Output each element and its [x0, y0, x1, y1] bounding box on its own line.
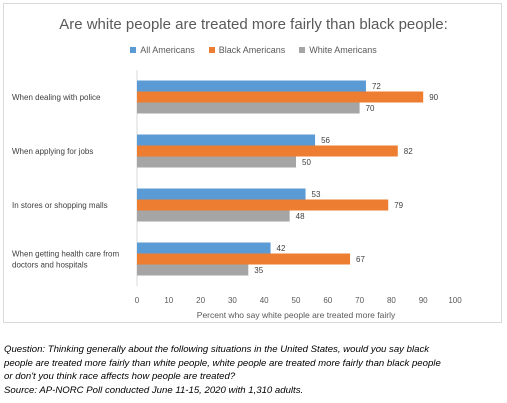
data-label: 56: [321, 136, 330, 145]
bar: [137, 264, 249, 276]
legend: All Americans Black Americans White Americ…: [4, 45, 503, 55]
bar: [137, 210, 290, 222]
x-tick-label: 90: [419, 296, 428, 305]
bar: [137, 188, 306, 200]
data-label: 90: [429, 93, 438, 102]
bar: [137, 199, 389, 211]
legend-label: White Americans: [309, 45, 377, 55]
data-label: 35: [254, 266, 263, 275]
bar: [137, 145, 398, 157]
chart-title: Are white people are treated more fairly…: [59, 16, 448, 33]
footnote-line: or don't you think race affects how peop…: [4, 371, 236, 382]
bar: [137, 91, 424, 103]
footnote-source: Source: AP-NORC Poll conducted June 11-1…: [4, 384, 304, 396]
x-tick-label: 60: [323, 296, 332, 305]
bar: [137, 253, 351, 265]
bar: [137, 134, 316, 146]
x-tick-label: 70: [355, 296, 364, 305]
legend-item: All Americans: [130, 45, 195, 55]
legend-label: All Americans: [140, 45, 195, 55]
legend-swatch: [299, 47, 306, 53]
data-label: 50: [302, 158, 311, 167]
category-label: When dealing with police: [12, 93, 101, 102]
data-label: 72: [372, 82, 381, 91]
data-label: 79: [394, 201, 403, 210]
data-label: 67: [356, 255, 365, 264]
footnote: Question: Thinking generally about the f…: [4, 343, 504, 397]
x-tick-label: 40: [260, 296, 269, 305]
x-tick-label: 100: [448, 296, 462, 305]
bar-chart: 72 90 70 When dealing with police 56 82 50 When…: [12, 70, 462, 320]
legend-swatch: [208, 47, 215, 53]
x-tick-label: 20: [196, 296, 205, 305]
x-tick-label: 10: [164, 296, 173, 305]
x-tick-label: 50: [292, 296, 301, 305]
legend-item: Black Americans: [208, 45, 286, 55]
footnote-line: people are treated more fairly than whit…: [4, 357, 441, 369]
legend-item: White Americans: [299, 45, 377, 55]
data-label: 70: [366, 104, 375, 113]
data-label: 82: [404, 147, 413, 156]
data-label: 42: [277, 244, 286, 253]
footnote-line: Question: Thinking generally about the f…: [4, 344, 430, 355]
category-label: doctors and hospitals: [12, 261, 88, 270]
bar: [137, 242, 271, 254]
x-tick-label: 30: [228, 296, 237, 305]
bar: [137, 156, 296, 168]
legend-swatch: [130, 47, 137, 53]
bar: [137, 102, 360, 114]
category-label: In stores or shopping malls: [12, 201, 108, 210]
category-label: When applying for jobs: [12, 147, 93, 156]
x-axis-title: Percent who say white people are treated…: [197, 310, 396, 320]
chart-frame: Are white people are treated more fairly…: [3, 3, 502, 323]
legend-label: Black Americans: [218, 45, 286, 55]
category-label: When getting health care from: [12, 250, 120, 259]
data-label: 48: [296, 212, 305, 221]
data-label: 53: [312, 190, 321, 199]
x-tick-label: 0: [135, 296, 140, 305]
bar: [137, 80, 366, 92]
x-tick-label: 80: [387, 296, 396, 305]
